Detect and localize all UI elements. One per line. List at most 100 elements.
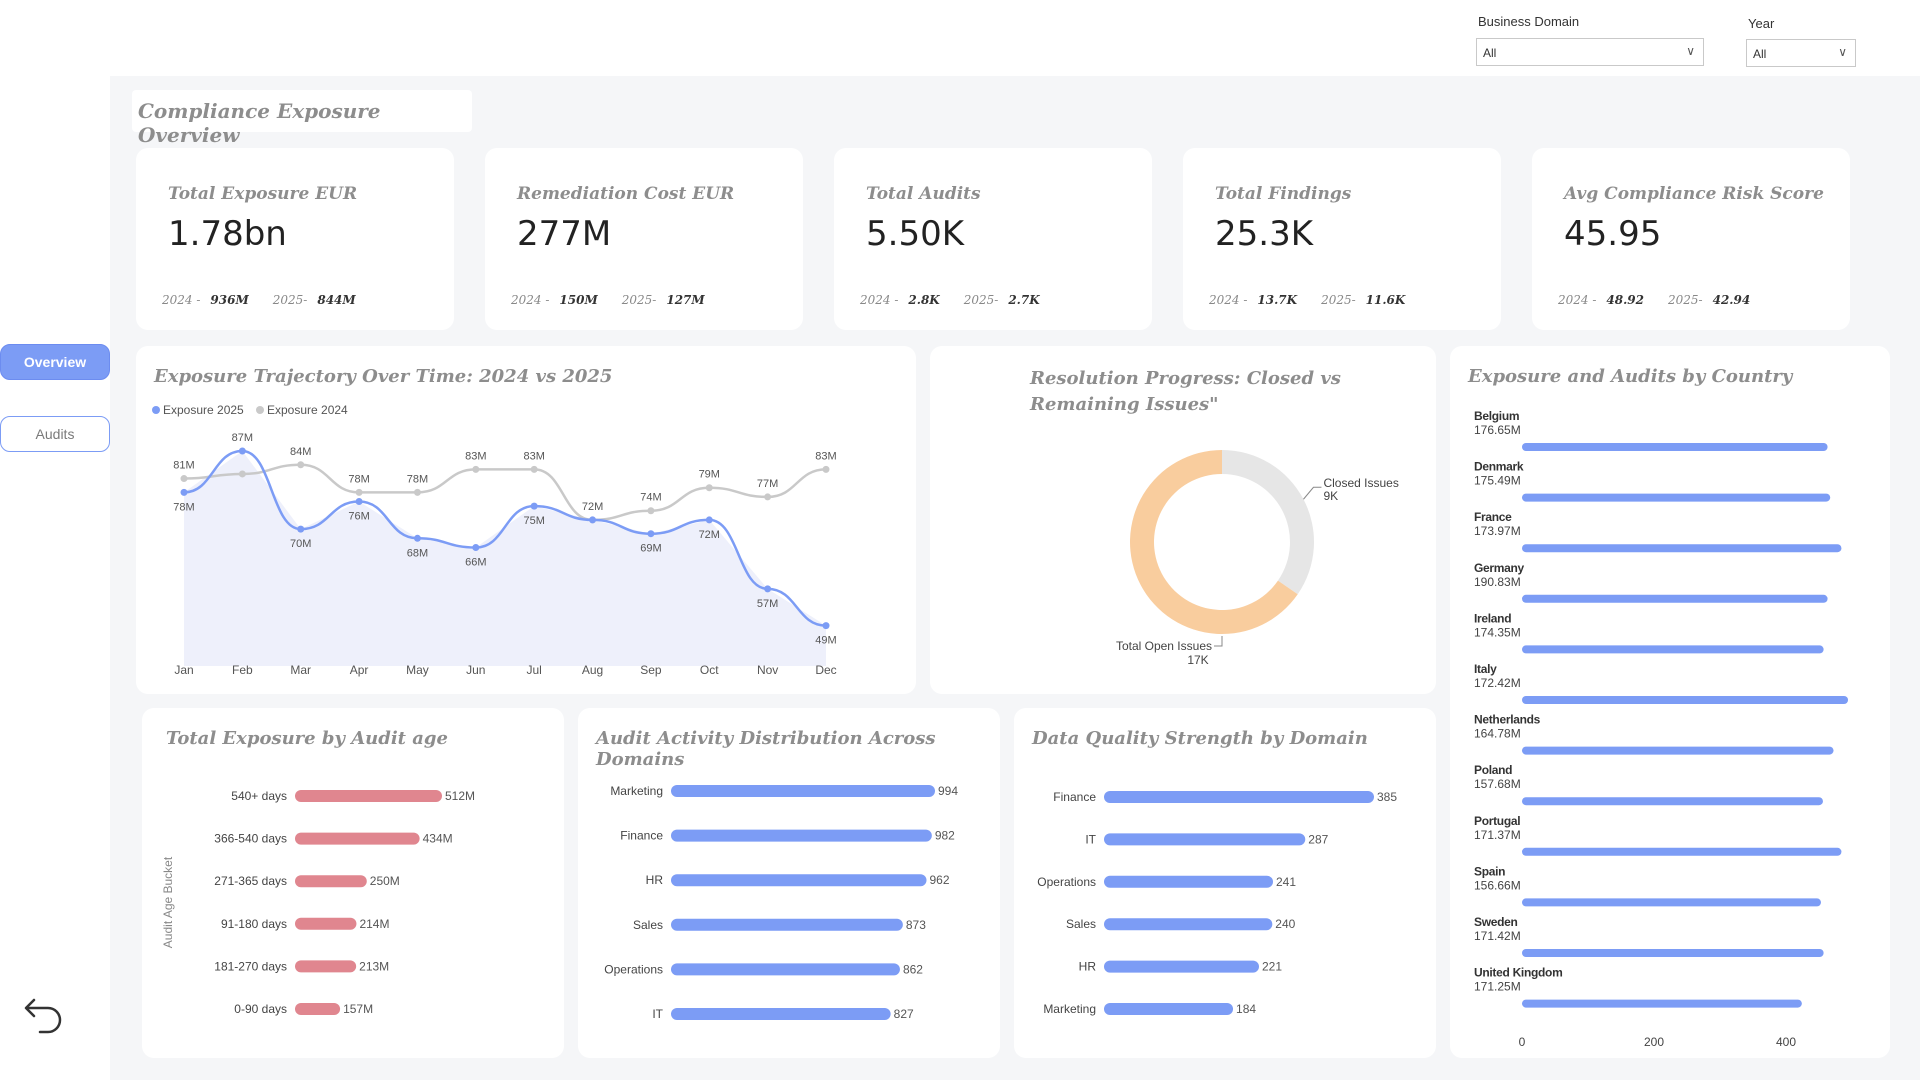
legend-swatch — [152, 406, 160, 414]
category-label: Finance — [620, 829, 663, 843]
exposure-2025-point — [180, 488, 188, 496]
exposure-2025-data-label: 69M — [640, 543, 661, 555]
data-bar — [295, 917, 357, 930]
kpi-2024-label: 2024 - — [1209, 293, 1248, 307]
kpi-2025-label: 2025- — [621, 293, 657, 307]
kpi-value: 5.50K — [866, 214, 964, 254]
domain-filter-select[interactable]: All ∨ — [1476, 38, 1704, 66]
country-name-label: Italy — [1474, 662, 1497, 676]
audit-activity-title: Audit Activity Distribution Across Domai… — [596, 728, 936, 770]
x-tick-label: Sep — [640, 663, 662, 677]
category-label: Marketing — [610, 784, 663, 798]
exposure-2024-point — [705, 484, 713, 492]
x-tick-label: Jan — [174, 663, 193, 677]
year-filter-label: Year — [1748, 16, 1775, 31]
data-bar — [1104, 833, 1306, 846]
data-label: 240 — [1275, 917, 1295, 931]
country-name-label: Spain — [1474, 864, 1505, 878]
exposure-2024-data-label: 78M — [348, 473, 369, 485]
year-filter-select[interactable]: All ∨ — [1746, 39, 1856, 67]
closed-issues-label: Closed Issues — [1323, 476, 1398, 490]
x-tick-label: Jun — [466, 663, 485, 677]
category-label: Sales — [633, 918, 663, 932]
data-label: 982 — [935, 829, 955, 843]
kpi-year-compare: 2024 - 2.8K 2025- 2.7K — [860, 293, 1064, 307]
exposure-2025-data-label: 75M — [523, 515, 544, 527]
kpi-2025-value: 2.7K — [1008, 293, 1040, 307]
country-exposure-label: 176.65M — [1474, 423, 1521, 437]
country-name-label: Sweden — [1474, 915, 1518, 929]
exposure-2024-point — [530, 465, 538, 473]
kpi-2024-label: 2024 - — [1558, 293, 1597, 307]
x-tick-label: Oct — [700, 663, 719, 677]
kpi-year-compare: 2024 - 13.7K 2025- 11.6K — [1209, 293, 1429, 307]
exposure-2024-data-label: 81M — [173, 460, 194, 472]
data-label: 434M — [423, 832, 453, 846]
kpi-value: 25.3K — [1215, 214, 1313, 254]
resolution-progress-title: Resolution Progress: Closed vs Remaining… — [1030, 368, 1341, 415]
country-exposure-label: 174.35M — [1474, 625, 1521, 639]
country-exposure-label: 190.83M — [1474, 575, 1521, 589]
kpi-card: Total Exposure EUR 1.78bn 2024 - 936M 2025… — [136, 148, 454, 330]
country-audits-bar — [1522, 949, 1824, 957]
kpi-year-compare: 2024 - 936M 2025- 844M — [162, 293, 380, 307]
category-label: Marketing — [1043, 1002, 1096, 1016]
nav-overview-button[interactable]: Overview — [0, 344, 110, 380]
nav-audits-button[interactable]: Audits — [0, 416, 110, 452]
exposure-2025-point — [822, 622, 830, 630]
exposure-2024-data-label: 78M — [407, 473, 428, 485]
data-bar — [671, 874, 927, 887]
data-bar — [295, 790, 442, 802]
exposure-2024-point — [297, 461, 305, 469]
kpi-year-compare: 2024 - 48.92 2025- 42.94 — [1558, 293, 1774, 307]
page-title: Compliance Exposure Overview — [138, 99, 381, 147]
exposure-2025-data-label: 57M — [757, 598, 778, 610]
kpi-2024-value: 48.92 — [1606, 293, 1644, 307]
kpi-value: 45.95 — [1564, 214, 1662, 254]
kpi-2025-value: 42.94 — [1712, 293, 1751, 307]
kpi-card: Total Findings 25.3K 2024 - 13.7K 2025- 11.… — [1183, 148, 1501, 330]
kpi-2025-label: 2025- — [1668, 293, 1703, 307]
top-filter-bar: Business Domain All ∨ Year All ∨ — [110, 0, 1920, 76]
country-name-label: Ireland — [1474, 611, 1511, 625]
country-name-label: Denmark — [1474, 460, 1524, 474]
country-exposure-label: 172.42M — [1474, 676, 1521, 690]
x-tick-label: May — [406, 663, 429, 677]
exposure-2025-data-label: 66M — [465, 556, 486, 568]
country-name-label: Germany — [1474, 561, 1525, 575]
data-bar — [295, 832, 420, 845]
data-label: 250M — [370, 874, 400, 888]
exposure-2024-data-label: 77M — [757, 478, 778, 490]
country-name-label: Netherlands — [1474, 713, 1541, 727]
closed-issues-slice — [1222, 450, 1314, 595]
exposure-2024-point — [238, 470, 246, 478]
data-bar — [671, 785, 935, 797]
exposure-trajectory-title: Exposure Trajectory Over Time: 2024 vs 2… — [154, 366, 613, 387]
kpi-2025-value: 844M — [317, 293, 356, 307]
exposure-2024-data-label: 79M — [699, 469, 720, 481]
back-arrow-icon[interactable] — [22, 990, 66, 1034]
category-label: 0-90 days — [234, 1002, 287, 1016]
category-label: IT — [652, 1007, 663, 1021]
x-tick-label: Mar — [290, 663, 311, 677]
audit-age-title: Total Exposure by Audit age — [166, 728, 448, 749]
kpi-title: Remediation Cost EUR — [517, 184, 735, 204]
data-label: 287 — [1308, 832, 1328, 846]
category-label: 540+ days — [231, 789, 287, 803]
exposure-2025-point — [530, 502, 538, 510]
exposure-2025-point — [472, 543, 480, 551]
country-audits-bar — [1522, 746, 1834, 755]
exposure-2024-point — [355, 488, 363, 496]
domain-filter-value: All — [1483, 46, 1497, 60]
exposure-2025-point — [413, 534, 421, 542]
country-name-label: France — [1474, 510, 1512, 524]
exposure-2025-area — [184, 450, 826, 666]
legend-label: Exposure 2024 — [267, 403, 348, 417]
audit-activity-chart: Marketing 994 Finance 982 HR 962 Sales 873 Opera… — [604, 784, 958, 1021]
exposure-2025-data-label: 72M — [582, 501, 603, 513]
kpi-year-compare: 2024 - 150M 2025- 127M — [511, 293, 729, 307]
data-bar — [1104, 791, 1374, 803]
exposure-2024-data-label: 74M — [640, 492, 661, 504]
legend-label: Exposure 2025 — [163, 403, 244, 417]
